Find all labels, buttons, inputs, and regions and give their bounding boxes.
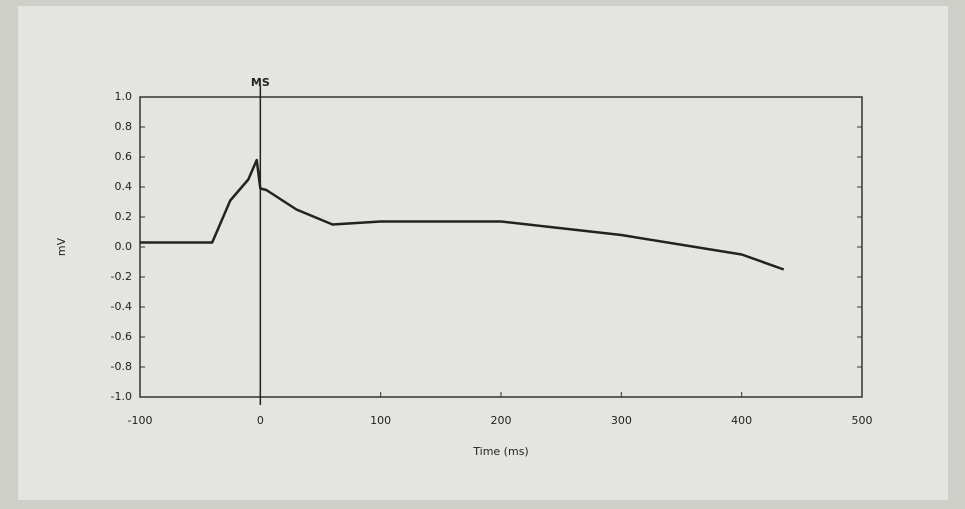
- x-tick-label: 400: [731, 414, 752, 427]
- y-tick-label: 0.8: [115, 120, 133, 133]
- y-tick-label: 0.4: [115, 180, 133, 193]
- x-tick-label: -100: [128, 414, 153, 427]
- y-tick-label: 0.0: [115, 240, 133, 253]
- y-tick-label: 1.0: [115, 90, 133, 103]
- data-line: [140, 158, 785, 271]
- y-axis-label: mV: [55, 237, 68, 256]
- x-tick-label: 200: [491, 414, 512, 427]
- x-tick-label: 300: [611, 414, 632, 427]
- y-tick-label: -1.0: [111, 390, 132, 403]
- x-tick-label: 0: [257, 414, 264, 427]
- y-tick-label: -0.8: [111, 360, 132, 373]
- y-tick-label: -0.2: [111, 270, 132, 283]
- y-tick-label: -0.6: [111, 330, 132, 343]
- paper: [18, 6, 948, 500]
- y-tick-label: 0.6: [115, 150, 133, 163]
- y-tick-label: -0.4: [111, 300, 132, 313]
- x-axis-label: Time (ms): [472, 445, 528, 458]
- x-tick-label: 100: [370, 414, 391, 427]
- x-tick-label: 500: [852, 414, 873, 427]
- event-marker-label: MS: [251, 76, 270, 89]
- y-tick-label: 0.2: [115, 210, 133, 223]
